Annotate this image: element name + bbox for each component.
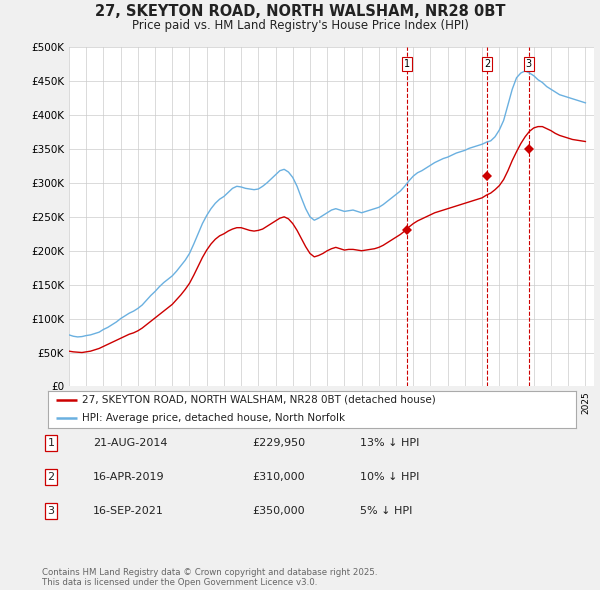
Text: Price paid vs. HM Land Registry's House Price Index (HPI): Price paid vs. HM Land Registry's House … (131, 19, 469, 32)
Text: 27, SKEYTON ROAD, NORTH WALSHAM, NR28 0BT (detached house): 27, SKEYTON ROAD, NORTH WALSHAM, NR28 0B… (82, 395, 436, 405)
Text: HPI: Average price, detached house, North Norfolk: HPI: Average price, detached house, Nort… (82, 414, 346, 424)
Text: 21-AUG-2014: 21-AUG-2014 (93, 438, 167, 448)
Text: 3: 3 (526, 59, 532, 69)
Text: 13% ↓ HPI: 13% ↓ HPI (360, 438, 419, 448)
Text: Contains HM Land Registry data © Crown copyright and database right 2025.
This d: Contains HM Land Registry data © Crown c… (42, 568, 377, 587)
Text: £350,000: £350,000 (252, 506, 305, 516)
Text: 2: 2 (47, 472, 55, 482)
Text: 10% ↓ HPI: 10% ↓ HPI (360, 472, 419, 482)
Text: 16-APR-2019: 16-APR-2019 (93, 472, 164, 482)
Text: 5% ↓ HPI: 5% ↓ HPI (360, 506, 412, 516)
Text: 1: 1 (47, 438, 55, 448)
Text: £229,950: £229,950 (252, 438, 305, 448)
Text: £310,000: £310,000 (252, 472, 305, 482)
Text: 3: 3 (47, 506, 55, 516)
Text: 27, SKEYTON ROAD, NORTH WALSHAM, NR28 0BT: 27, SKEYTON ROAD, NORTH WALSHAM, NR28 0B… (95, 4, 505, 19)
Text: 2: 2 (484, 59, 490, 69)
Text: 1: 1 (404, 59, 410, 69)
Text: 16-SEP-2021: 16-SEP-2021 (93, 506, 164, 516)
